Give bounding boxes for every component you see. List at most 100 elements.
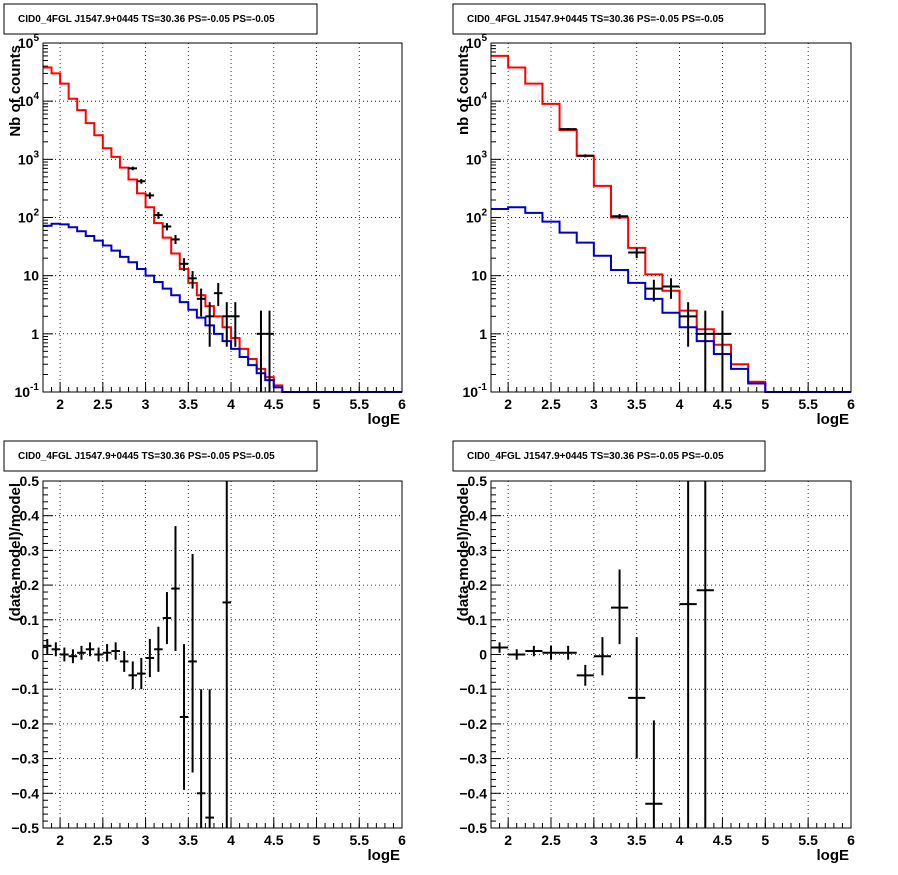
y-tick-label: 102	[18, 208, 40, 226]
x-tick-label: 2	[504, 832, 512, 848]
title-box	[3, 440, 318, 472]
x-axis-title: logE	[368, 847, 401, 864]
data-point	[60, 647, 69, 662]
x-tick-label: 5.5	[798, 396, 818, 412]
data-point	[645, 279, 663, 302]
data-point	[205, 689, 214, 828]
data-point	[662, 278, 680, 299]
y-axis-title: (data-model)/model	[7, 483, 24, 621]
x-axis-title: logE	[817, 847, 850, 864]
plot-frame	[490, 42, 852, 393]
y-tick-label: 0	[479, 647, 487, 663]
y-tick-label: 103	[18, 149, 40, 167]
x-tick-label: 5	[313, 396, 321, 412]
chart-panel-3: CID0_4FGL J1547.9+0445 TS=30.36 PS=-0.05…	[3, 440, 406, 864]
y-axis-title: Nb of counts	[7, 45, 24, 137]
data-point	[679, 481, 697, 828]
x-tick-label: 4.5	[264, 832, 284, 848]
data-point	[196, 689, 206, 828]
x-tick-label: 5	[761, 396, 769, 412]
title-box	[3, 3, 318, 35]
data-point	[542, 645, 560, 660]
data-point	[68, 649, 78, 664]
x-tick-label: 5	[761, 832, 769, 848]
y-tick-label: 10	[471, 268, 487, 284]
chart-panel-4: CID0_4FGL J1547.9+0445 TS=30.36 PS=-0.05…	[452, 440, 855, 864]
y-tick-label: 105	[466, 33, 488, 51]
data-point	[51, 642, 61, 657]
y-tick-label: 1	[31, 326, 39, 342]
chart-title: CID0_4FGL J1547.9+0445 TS=30.36 PS=-0.05…	[467, 451, 724, 462]
x-tick-label: 6	[398, 832, 406, 848]
y-tick-label: 0.4	[20, 508, 40, 524]
x-tick-label: 4	[676, 396, 684, 412]
y-tick-label: −0.1	[11, 681, 39, 697]
y-axis-title: (data-model)/model	[455, 483, 472, 621]
y-tick-label: 0.3	[20, 542, 40, 558]
data-point	[111, 642, 120, 660]
data-point	[188, 553, 197, 773]
data-point	[628, 637, 646, 759]
x-tick-label: 4.5	[713, 832, 733, 848]
data-point	[162, 592, 172, 645]
y-tick-label: 10-1	[463, 382, 488, 400]
data-point	[119, 651, 129, 672]
y-tick-label: 104	[466, 91, 488, 109]
x-tick-label: 2	[56, 396, 64, 412]
x-axis-title: logE	[368, 411, 401, 428]
y-tick-label: 0.1	[20, 612, 40, 628]
x-tick-label: 3	[142, 832, 150, 848]
data-point	[94, 647, 103, 662]
histogram-series-1	[43, 66, 402, 393]
data-point	[222, 302, 232, 347]
data-point	[576, 154, 594, 158]
chart-panel-1: CID0_4FGL J1547.9+0445 TS=30.36 PS=-0.05…	[3, 3, 406, 428]
data-point	[213, 282, 223, 307]
y-tick-label: 1	[479, 326, 487, 342]
y-tick-label: 0.2	[20, 577, 40, 593]
data-point	[137, 178, 146, 184]
data-point	[256, 310, 266, 392]
y-tick-label: −0.2	[11, 716, 39, 732]
data-point	[645, 720, 663, 828]
x-tick-label: 3.5	[627, 832, 647, 848]
x-axis-title: logE	[817, 411, 850, 428]
x-tick-label: 3	[142, 396, 150, 412]
data-point	[171, 526, 180, 652]
y-tick-label: 104	[18, 91, 40, 109]
x-tick-label: 6	[398, 396, 406, 412]
y-axis-title: nb of counts	[455, 45, 472, 135]
x-tick-label: 3	[590, 832, 598, 848]
x-tick-label: 6	[847, 832, 855, 848]
chart-title: CID0_4FGL J1547.9+0445 TS=30.36 PS=-0.05…	[467, 14, 724, 25]
x-tick-label: 2.5	[541, 832, 561, 848]
y-tick-label: −0.3	[11, 751, 39, 767]
data-point	[205, 302, 214, 347]
y-tick-label: 10	[23, 268, 39, 284]
data-point	[525, 645, 543, 657]
data-point	[611, 213, 629, 219]
x-tick-label: 5	[313, 832, 321, 848]
data-point	[196, 288, 206, 317]
y-tick-label: 0.4	[468, 508, 488, 524]
data-point	[628, 247, 646, 259]
y-tick-label: −0.5	[459, 820, 487, 836]
data-point	[154, 211, 163, 219]
data-point	[137, 657, 146, 690]
data-point	[593, 637, 611, 676]
x-tick-label: 5.5	[350, 396, 370, 412]
data-point	[154, 626, 163, 672]
y-tick-label: 0	[31, 647, 39, 663]
y-tick-label: 102	[466, 208, 488, 226]
data-point	[265, 310, 274, 392]
y-tick-label: 103	[466, 149, 488, 167]
data-point	[43, 638, 52, 655]
data-point	[222, 481, 232, 828]
data-point	[611, 569, 629, 645]
y-tick-label: 10-1	[15, 382, 40, 400]
plot-frame	[42, 42, 403, 393]
data-point	[231, 302, 240, 347]
data-point	[696, 310, 714, 392]
plot-frame	[42, 480, 403, 829]
